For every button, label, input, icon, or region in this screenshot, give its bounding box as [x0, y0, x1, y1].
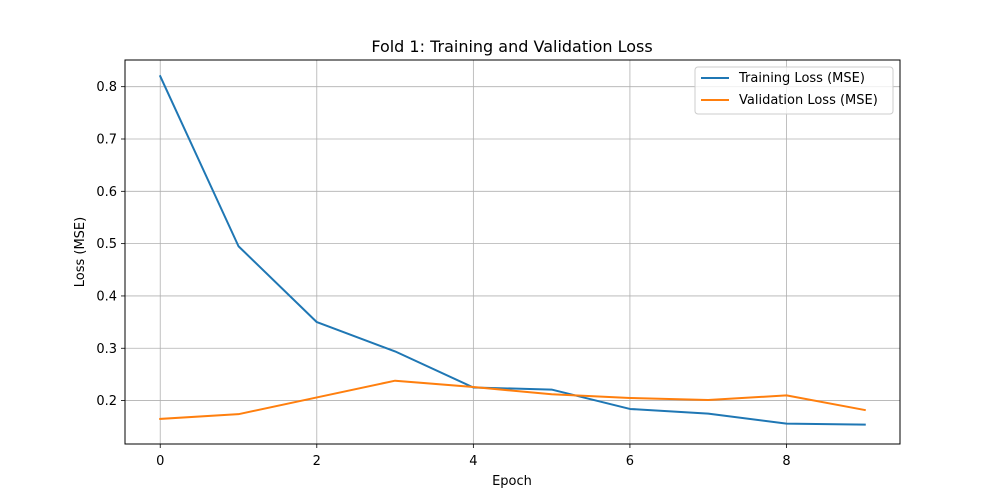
- grid-lines: [125, 60, 900, 444]
- y-axis-ticks: 0.2 0.3 0.4 0.5 0.6 0.7 0.8: [96, 80, 125, 409]
- x-tick-label: 0: [156, 454, 164, 469]
- plot-frame: [124, 59, 901, 445]
- chart-title: Fold 1: Training and Validation Loss: [371, 37, 652, 56]
- y-tick-label: 0.2: [96, 394, 117, 409]
- x-tick-label: 6: [626, 454, 634, 469]
- y-tick-label: 0.4: [96, 289, 117, 304]
- series-lines: [158, 74, 866, 426]
- x-tick-label: 2: [313, 454, 321, 469]
- series-line-training: [158, 74, 866, 426]
- x-tick-label: 8: [782, 454, 790, 469]
- legend-label-validation: Validation Loss (MSE): [739, 93, 878, 108]
- y-tick-label: 0.5: [96, 237, 117, 252]
- x-axis-ticks: 0 2 4 6 8: [156, 444, 791, 469]
- y-tick-label: 0.3: [96, 342, 117, 357]
- y-tick-label: 0.8: [96, 80, 117, 95]
- legend-label-training: Training Loss (MSE): [738, 71, 865, 86]
- legend-box: [694, 66, 894, 115]
- x-tick-label: 4: [469, 454, 477, 469]
- y-axis-label: Loss (MSE): [73, 217, 88, 287]
- y-tick-label: 0.6: [96, 185, 117, 200]
- x-axis-label: Epoch: [492, 474, 532, 489]
- series-line-validation: [159, 379, 866, 420]
- y-tick-label: 0.7: [96, 132, 117, 147]
- legend: Training Loss (MSE) Validation Loss (MSE…: [694, 66, 894, 115]
